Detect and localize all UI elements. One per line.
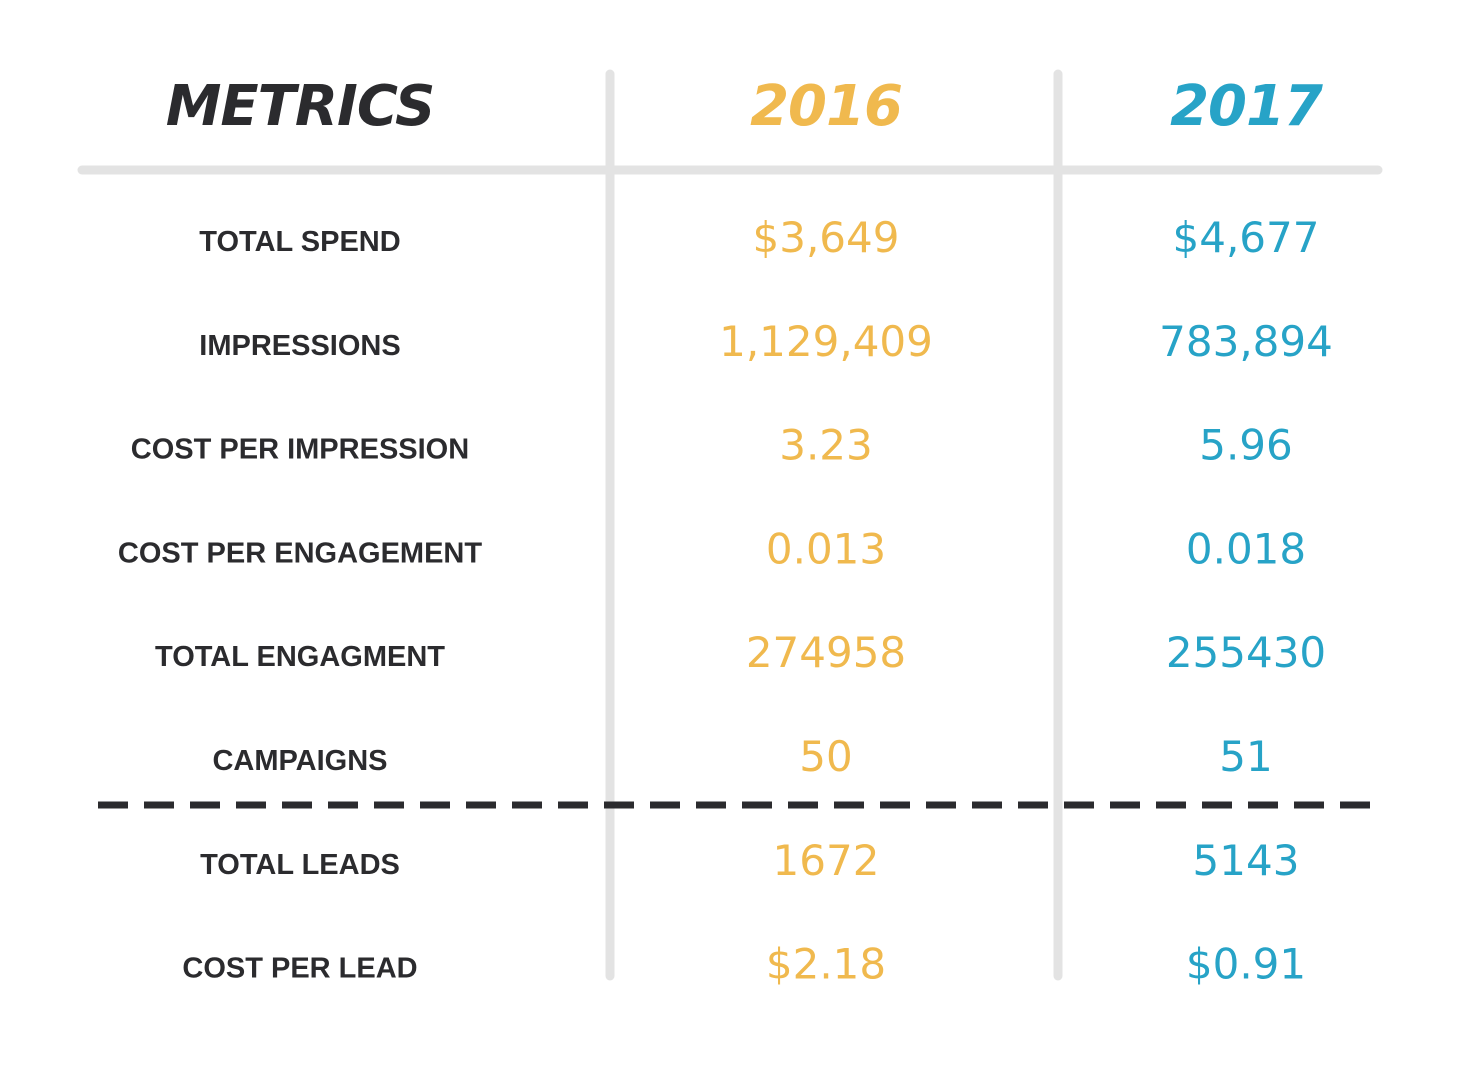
value-2017: $4,677: [1173, 213, 1320, 262]
value-2017: 783,894: [1159, 317, 1333, 366]
header-2017: 2017: [1170, 74, 1323, 139]
value-2017: 51: [1219, 732, 1272, 781]
table-grid: [77, 69, 1383, 981]
row-label: COST PER ENGAGEMENT: [118, 537, 482, 569]
table-row: TOTAL LEADS 1672 5143: [200, 836, 1299, 885]
value-2017: 5143: [1193, 836, 1300, 885]
table-row: IMPRESSIONS 1,129,409 783,894: [199, 317, 1333, 366]
value-2016: $2.18: [766, 940, 886, 989]
table-row: TOTAL SPEND $3,649 $4,677: [199, 213, 1319, 262]
value-2016: 3.23: [779, 421, 873, 470]
value-2016: 0.013: [766, 524, 886, 573]
header-2016: 2016: [750, 74, 902, 139]
value-2017: 255430: [1166, 628, 1326, 677]
row-label: TOTAL SPEND: [199, 226, 400, 258]
table-row: TOTAL ENGAGMENT 274958 255430: [155, 628, 1326, 677]
table-row: COST PER LEAD $2.18 $0.91: [182, 940, 1306, 989]
table-row: COST PER IMPRESSION 3.23 5.96: [131, 421, 1293, 470]
value-2016: 50: [799, 732, 852, 781]
row-label: COST PER IMPRESSION: [131, 434, 469, 466]
value-2016: 274958: [746, 628, 906, 677]
row-label: TOTAL ENGAGMENT: [155, 641, 445, 673]
value-2017: 5.96: [1199, 421, 1293, 470]
header-row: METRICS 2016 2017: [166, 74, 1324, 139]
row-label: TOTAL LEADS: [200, 849, 400, 881]
table-row: CAMPAIGNS 50 51: [212, 732, 1272, 781]
row-label: CAMPAIGNS: [212, 745, 387, 777]
value-2016: $3,649: [753, 213, 900, 262]
row-label: COST PER LEAD: [182, 953, 417, 985]
row-label: IMPRESSIONS: [199, 330, 400, 362]
value-2017: 0.018: [1186, 524, 1306, 573]
header-metrics: METRICS: [166, 74, 435, 139]
table-rows: TOTAL SPEND $3,649 $4,677 IMPRESSIONS 1,129,…: [118, 213, 1333, 989]
value-2016: 1672: [773, 836, 880, 885]
value-2017: $0.91: [1186, 940, 1306, 989]
value-2016: 1,129,409: [719, 317, 933, 366]
table-row: COST PER ENGAGEMENT 0.013 0.018: [118, 524, 1306, 573]
